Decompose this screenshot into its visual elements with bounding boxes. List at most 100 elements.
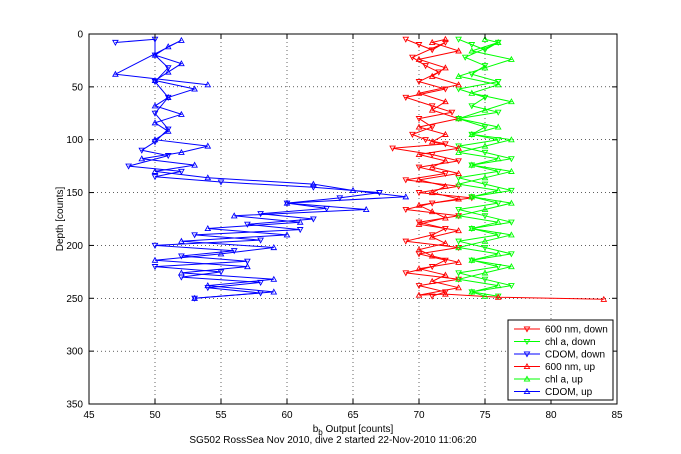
data-point xyxy=(494,186,502,193)
data-point xyxy=(151,264,159,271)
legend-marker xyxy=(523,326,531,333)
data-point xyxy=(112,39,119,46)
data-point xyxy=(151,174,159,181)
series-line xyxy=(456,38,514,297)
data-point xyxy=(494,109,502,116)
data-point xyxy=(442,214,449,221)
data-point xyxy=(310,180,317,187)
data-point xyxy=(428,208,436,215)
data-point xyxy=(362,205,370,213)
data-point xyxy=(508,98,515,105)
data-point xyxy=(270,244,278,251)
data-point xyxy=(455,258,462,265)
data-point xyxy=(508,187,515,194)
data-point xyxy=(494,282,502,289)
data-point xyxy=(415,219,423,226)
data-point xyxy=(481,213,489,220)
data-point xyxy=(415,190,423,197)
data-point xyxy=(402,270,410,277)
data-point xyxy=(164,127,172,134)
data-point xyxy=(508,219,515,226)
data-point xyxy=(191,294,198,301)
data-point xyxy=(217,250,225,257)
data-point xyxy=(402,238,410,245)
data-point xyxy=(151,242,159,249)
data-point xyxy=(428,189,436,196)
data-point xyxy=(409,131,416,138)
data-point xyxy=(428,106,436,113)
data-point xyxy=(415,291,423,298)
data-point xyxy=(428,103,436,110)
data-point xyxy=(494,250,502,257)
data-point xyxy=(164,153,172,160)
data-point xyxy=(455,72,462,79)
data-point xyxy=(151,136,159,143)
data-point xyxy=(151,79,159,86)
data-point xyxy=(389,145,396,152)
data-point xyxy=(428,252,436,259)
data-point xyxy=(428,47,436,54)
data-point xyxy=(310,216,317,223)
data-point xyxy=(468,195,476,202)
data-point xyxy=(442,271,449,278)
data-point xyxy=(455,238,462,245)
data-point xyxy=(270,275,278,282)
legend-label: chl a, up xyxy=(545,375,583,386)
legend-label: CDOM, down xyxy=(545,350,605,361)
series-line xyxy=(392,38,472,297)
data-point xyxy=(402,177,410,184)
axis-ticks: 45 50 55 60 65 70 75 80 85 0 50 100 150 200 250 300 350 xyxy=(66,30,623,422)
x-tick-label: 45 xyxy=(83,410,95,421)
data-point xyxy=(428,232,436,239)
legend-box xyxy=(507,319,614,401)
data-point xyxy=(468,193,476,200)
data-point xyxy=(494,218,502,225)
data-point xyxy=(178,36,185,43)
y-tick-label: 250 xyxy=(66,294,83,305)
data-point xyxy=(217,179,225,186)
data-point xyxy=(508,156,515,163)
data-point xyxy=(296,218,304,225)
chart-caption: SG502 RossSea Nov 2010, dive 2 started 2… xyxy=(189,435,477,446)
data-point xyxy=(164,65,172,72)
data-point xyxy=(600,295,608,302)
data-point xyxy=(178,110,185,117)
data-point xyxy=(151,51,159,58)
data-point xyxy=(448,109,456,116)
data-point xyxy=(428,124,436,131)
data-point xyxy=(415,79,423,86)
x-tick-label: 75 xyxy=(479,410,491,421)
data-point xyxy=(494,123,502,130)
data-point xyxy=(428,163,436,170)
data-point xyxy=(481,149,489,156)
data-point xyxy=(402,94,410,101)
data-point xyxy=(468,47,476,54)
x-tick-label: 65 xyxy=(347,410,359,421)
data-point xyxy=(244,258,251,265)
series-600-nm-up xyxy=(415,35,608,302)
data-point xyxy=(402,193,410,200)
data-point xyxy=(409,54,416,61)
y-tick-label: 300 xyxy=(66,347,83,358)
data-point xyxy=(442,171,449,178)
data-point xyxy=(178,60,185,67)
data-point xyxy=(455,195,462,202)
data-point xyxy=(442,64,449,71)
data-point xyxy=(204,81,212,88)
data-point xyxy=(455,284,462,291)
data-point xyxy=(415,123,423,130)
data-point xyxy=(468,224,476,232)
data-point xyxy=(481,269,489,276)
data-point xyxy=(178,148,185,155)
data-point xyxy=(455,244,462,251)
data-point xyxy=(204,174,212,181)
data-point xyxy=(257,211,264,218)
data-point xyxy=(508,263,515,270)
data-point xyxy=(164,126,172,133)
data-point xyxy=(508,251,515,258)
x-tick-label: 70 xyxy=(413,410,425,421)
legend-label: CDOM, up xyxy=(545,387,593,398)
data-point xyxy=(442,257,449,264)
legend-marker xyxy=(523,351,531,358)
data-point xyxy=(494,38,502,45)
